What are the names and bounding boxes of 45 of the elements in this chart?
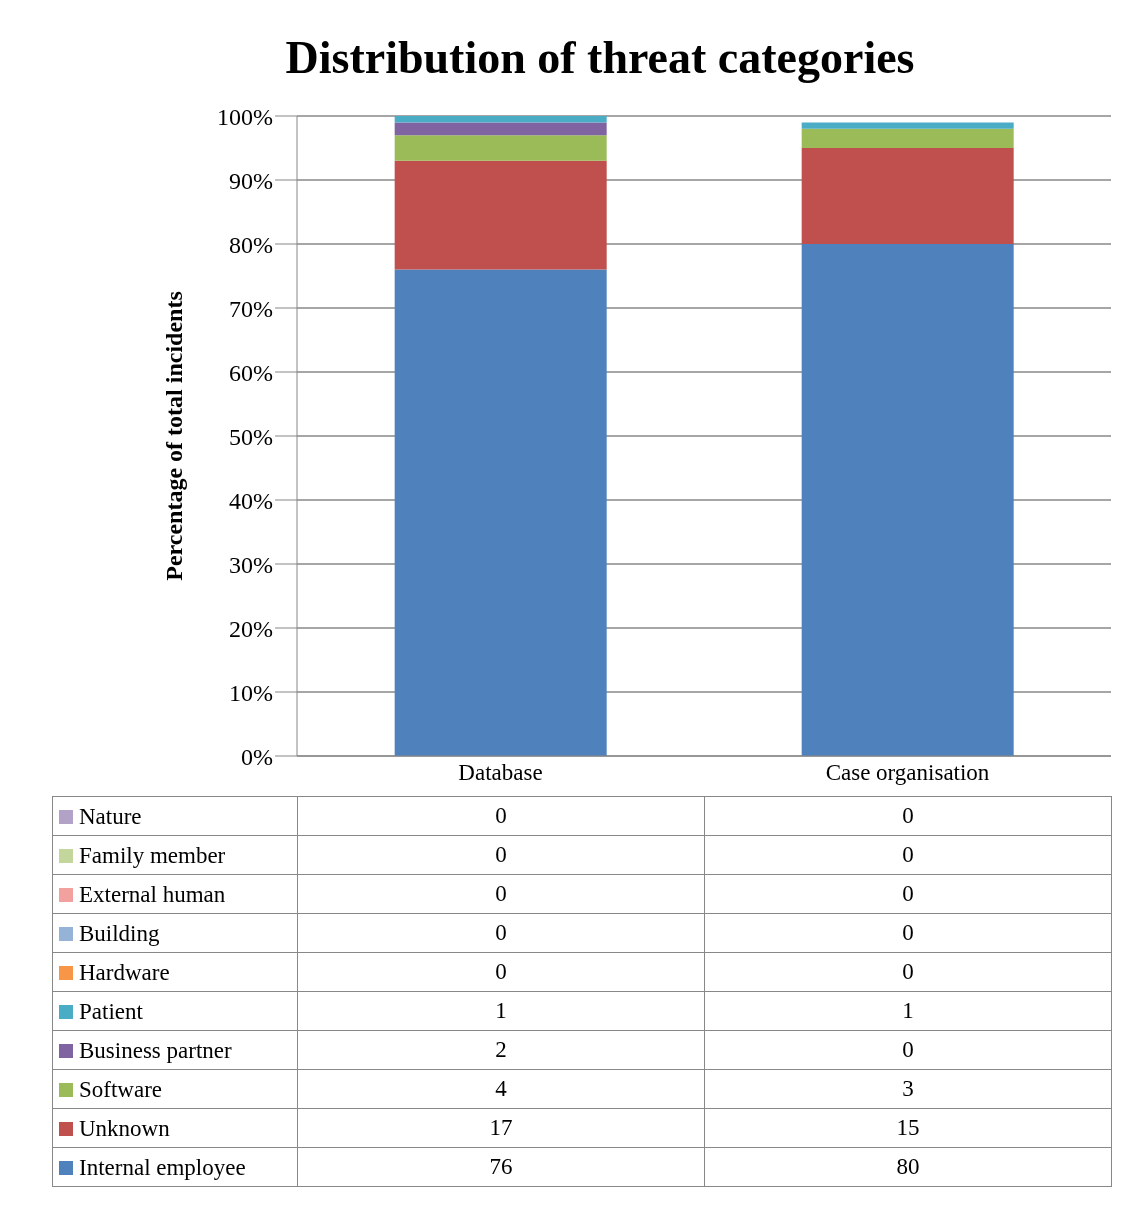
legend-label: Hardware	[79, 959, 170, 985]
data-label: 4	[297, 1069, 705, 1109]
data-label: 0	[297, 835, 705, 875]
legend-label: Software	[79, 1076, 163, 1102]
x-tick-label: Database	[458, 760, 543, 786]
legend-label: Nature	[79, 803, 142, 829]
data-label: 15	[704, 1108, 1112, 1148]
data-label: 3	[704, 1069, 1112, 1109]
y-tick-label: 90%	[229, 167, 273, 194]
y-tick-label: 70%	[229, 295, 273, 322]
data-label: 80	[704, 1147, 1112, 1187]
chart-title: Distribution of threat categories	[285, 32, 915, 83]
y-tick-label: 80%	[229, 231, 273, 258]
legend-label: Unknown	[79, 1115, 170, 1141]
y-tick-label: 10%	[229, 679, 273, 706]
data-label: 2	[297, 1030, 705, 1070]
legend-label: External human	[79, 881, 226, 907]
y-tick-label: 40%	[229, 487, 273, 514]
legend-label: Business partner	[79, 1037, 232, 1063]
data-label: 0	[704, 913, 1112, 953]
legend-label: Building	[79, 920, 160, 946]
data-label: 0	[704, 874, 1112, 914]
y-tick-label: 0%	[241, 743, 273, 770]
legend-label: Family member	[79, 842, 226, 868]
data-label: 0	[297, 952, 705, 992]
data-label: 0	[704, 952, 1112, 992]
legend-label: Internal employee	[79, 1154, 246, 1180]
y-tick-label: 20%	[229, 615, 273, 642]
data-label: 1	[297, 991, 705, 1031]
x-tick-label: Case organisation	[825, 760, 990, 786]
data-label: 0	[704, 835, 1112, 875]
data-label: 17	[297, 1108, 705, 1148]
data-label: 0	[297, 874, 705, 914]
data-label: 0	[297, 796, 705, 836]
y-tick-label: 100%	[217, 103, 273, 130]
y-tick-label: 30%	[229, 551, 273, 578]
data-label: 0	[297, 913, 705, 953]
legend-label: Patient	[79, 998, 143, 1024]
data-label: 0	[704, 1030, 1112, 1070]
data-label: 76	[297, 1147, 705, 1187]
y-tick-label: 60%	[229, 359, 273, 386]
y-axis-title: Percentage of total incidents	[160, 291, 187, 581]
data-label: 0	[704, 796, 1112, 836]
data-label: 1	[704, 991, 1112, 1031]
y-tick-label: 50%	[229, 423, 273, 450]
